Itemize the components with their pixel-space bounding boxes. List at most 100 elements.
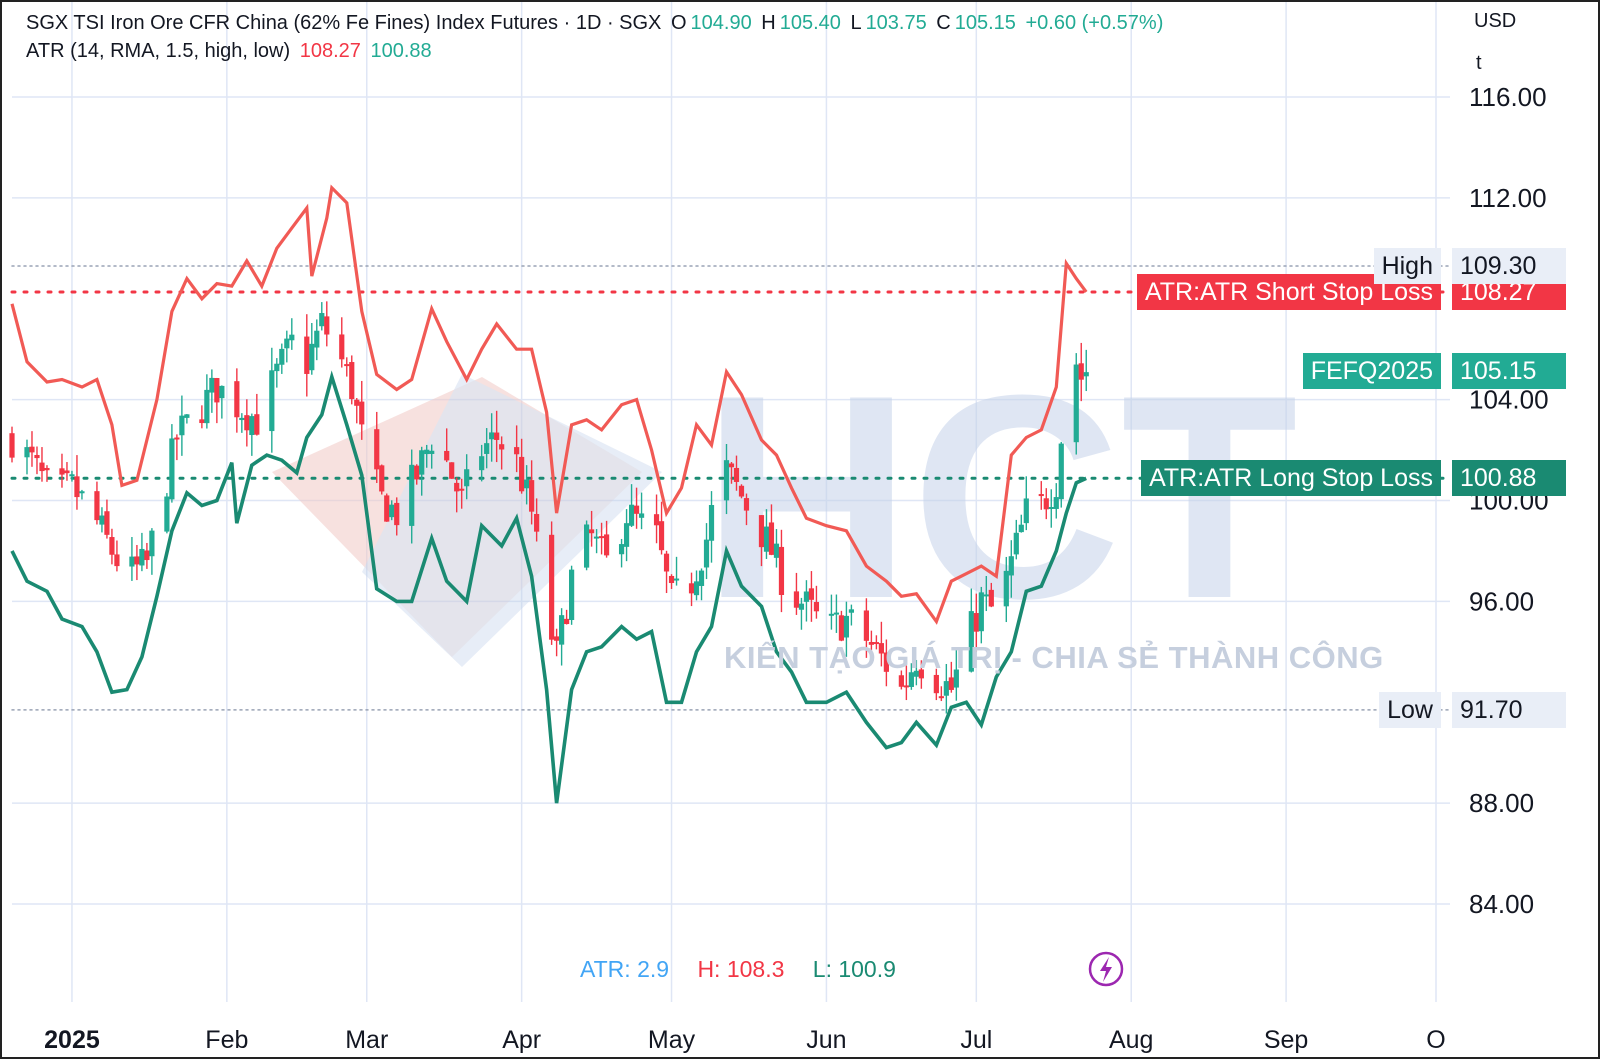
- candle-body: [379, 465, 385, 492]
- candle-body: [793, 591, 800, 608]
- high-label: H: [761, 12, 776, 34]
- candle-body: [249, 416, 255, 436]
- candle-body: [588, 529, 595, 534]
- currency-label[interactable]: USD: [1474, 10, 1517, 32]
- candle-body: [603, 534, 610, 556]
- candle-body: [99, 515, 105, 525]
- level-name-tag[interactable]: High: [1373, 247, 1441, 284]
- candle-body: [34, 454, 40, 459]
- candle-body: [663, 553, 670, 572]
- candle-body: [359, 401, 365, 425]
- candle-body: [39, 462, 45, 472]
- candle-body: [484, 443, 490, 454]
- candle-body: [833, 612, 840, 615]
- x-tick-label: Mar: [345, 1026, 389, 1054]
- candle-body: [698, 570, 705, 586]
- candle-body: [883, 652, 889, 672]
- candle-body: [658, 521, 665, 551]
- candle-body: [1018, 524, 1024, 533]
- candles: [9, 301, 1089, 714]
- candle-body: [1023, 498, 1029, 524]
- candle-body: [598, 536, 605, 539]
- atr-value: ATR: 2.9: [580, 956, 670, 982]
- candle-body: [384, 495, 390, 522]
- level-name-tag[interactable]: ATR:ATR Long Stop Loss: [1141, 460, 1441, 497]
- candle-body: [24, 447, 30, 458]
- x-tick-label: Jul: [960, 1026, 993, 1054]
- candle-body: [743, 498, 750, 511]
- long-stop-line: [10, 370, 1087, 804]
- x-tick-label: May: [647, 1026, 696, 1054]
- candle-body: [988, 589, 994, 607]
- candle-body: [1048, 506, 1054, 509]
- candle-body: [214, 378, 220, 403]
- candle-body: [29, 446, 35, 453]
- candle-body: [653, 514, 660, 526]
- symbol-title: SGX TSI Iron Ore CFR China (62% Fe Fines…: [26, 12, 662, 34]
- symbol-header[interactable]: SGX TSI Iron Ore CFR China (62% Fe Fines…: [26, 12, 1167, 35]
- candle-body: [948, 677, 954, 690]
- candle-body: [184, 414, 190, 418]
- candle-body: [374, 429, 380, 470]
- candle-body: [1053, 497, 1059, 509]
- atr-low: L: 100.9: [812, 956, 896, 982]
- candle-body: [274, 363, 280, 372]
- candle-body: [79, 491, 85, 494]
- short-stop-line: [10, 184, 1088, 625]
- candle-body: [414, 465, 420, 480]
- candle-body: [1003, 570, 1009, 607]
- level-name-tag[interactable]: FEFQ2025: [1302, 352, 1441, 389]
- candle-body: [758, 515, 765, 548]
- candle-body: [703, 539, 710, 568]
- y-tick-label: 84.00: [1469, 889, 1534, 919]
- candle-body: [499, 444, 505, 450]
- candle-body: [59, 468, 65, 475]
- level-value-tag: 100.88: [1452, 460, 1566, 497]
- candle-body: [773, 543, 780, 558]
- candle-body: [309, 343, 315, 371]
- indicator-header[interactable]: ATR (14, RMA, 1.5, high, low) 108.27 100…: [26, 40, 436, 63]
- candle-body: [209, 377, 215, 393]
- indicator-upper: 108.27: [299, 40, 361, 62]
- candle-body: [74, 476, 80, 498]
- candle-body: [149, 530, 155, 557]
- candle-body: [459, 488, 465, 491]
- unit-label: t: [1476, 52, 1482, 74]
- candle-body: [798, 603, 805, 610]
- x-tick-label: Jun: [806, 1026, 847, 1054]
- open-value: 104.90: [690, 12, 752, 34]
- candle-body: [319, 313, 325, 327]
- candle-body: [389, 504, 395, 518]
- y-tick-label: 88.00: [1469, 788, 1534, 818]
- candle-body: [633, 505, 640, 514]
- candle-body: [489, 432, 495, 440]
- candle-body: [973, 613, 979, 632]
- candle-body: [723, 460, 730, 501]
- candle-body: [673, 578, 680, 581]
- candle-body: [913, 670, 919, 677]
- candle-body: [618, 544, 625, 555]
- candle-body: [424, 449, 430, 455]
- level-value-tag: 105.15: [1452, 352, 1566, 389]
- x-tick-label: Apr: [502, 1026, 542, 1054]
- candle-body: [239, 417, 245, 421]
- candle-body: [279, 348, 285, 365]
- level-name-tag[interactable]: Low: [1379, 691, 1441, 728]
- candle-body: [444, 450, 450, 461]
- candle-body: [983, 594, 989, 597]
- candle-body: [419, 450, 425, 475]
- candle-body: [549, 534, 555, 640]
- candle-body: [763, 526, 770, 552]
- x-tick-label: Aug: [1108, 1026, 1154, 1054]
- atr-high: H: 108.3: [697, 956, 785, 982]
- candle-body: [1073, 364, 1079, 443]
- lightning-icon[interactable]: [1088, 951, 1124, 987]
- candle-body: [953, 669, 959, 688]
- candle-body: [908, 672, 914, 687]
- candle-body: [1058, 443, 1064, 500]
- candle-body: [933, 674, 939, 694]
- candle-body: [219, 385, 225, 399]
- candle-body: [898, 675, 904, 687]
- candle-body: [109, 537, 115, 555]
